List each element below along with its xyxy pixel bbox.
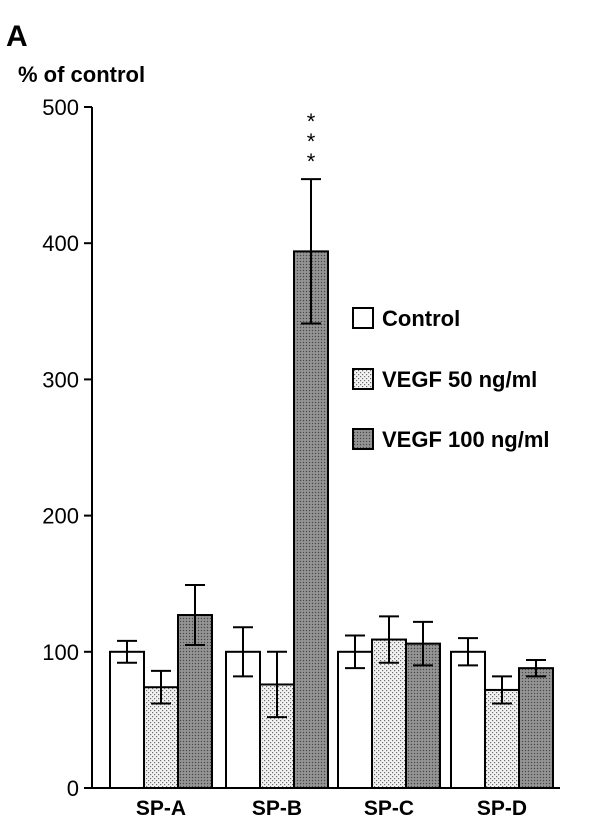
legend-label: VEGF 50 ng/ml [382, 367, 537, 392]
bars [109, 250, 554, 789]
category-label: SP-A [136, 797, 186, 820]
bar-sp-d-3 [518, 667, 554, 789]
legend-swatch [352, 307, 374, 329]
y-tick-label: 200 [42, 504, 79, 529]
annotations: * * * [307, 109, 316, 174]
category-label: SP-C [364, 797, 414, 820]
legend-swatch [352, 368, 374, 390]
category-label: SP-D [477, 797, 527, 820]
bar-sp-d-1 [450, 650, 486, 789]
legend-label: Control [382, 306, 460, 331]
category-labels: SP-A SP-B SP-C SP-D [136, 797, 527, 820]
bar-sp-c-1 [337, 650, 373, 789]
panel-label: A [6, 20, 28, 53]
y-ticks: 0 100 200 300 400 500 [42, 95, 92, 801]
legend: Control VEGF 50 ng/ml VEGF 100 ng/ml [352, 306, 550, 452]
bar-sp-a-1 [109, 650, 145, 789]
legend-swatch [352, 428, 374, 450]
y-axis-label: % of control [18, 62, 145, 87]
y-tick-label: 100 [42, 640, 79, 665]
legend-label: VEGF 100 ng/ml [382, 427, 550, 452]
y-tick-label: 400 [42, 231, 79, 256]
bar-sp-b-3 [293, 250, 329, 789]
significance-marker: * * * [307, 109, 316, 174]
y-tick-label: 300 [42, 367, 79, 392]
y-tick-label: 500 [42, 95, 79, 120]
category-label: SP-B [252, 797, 302, 820]
y-tick-label: 0 [67, 776, 79, 801]
error-bars [117, 178, 546, 719]
bar-sp-d-2 [484, 688, 520, 789]
